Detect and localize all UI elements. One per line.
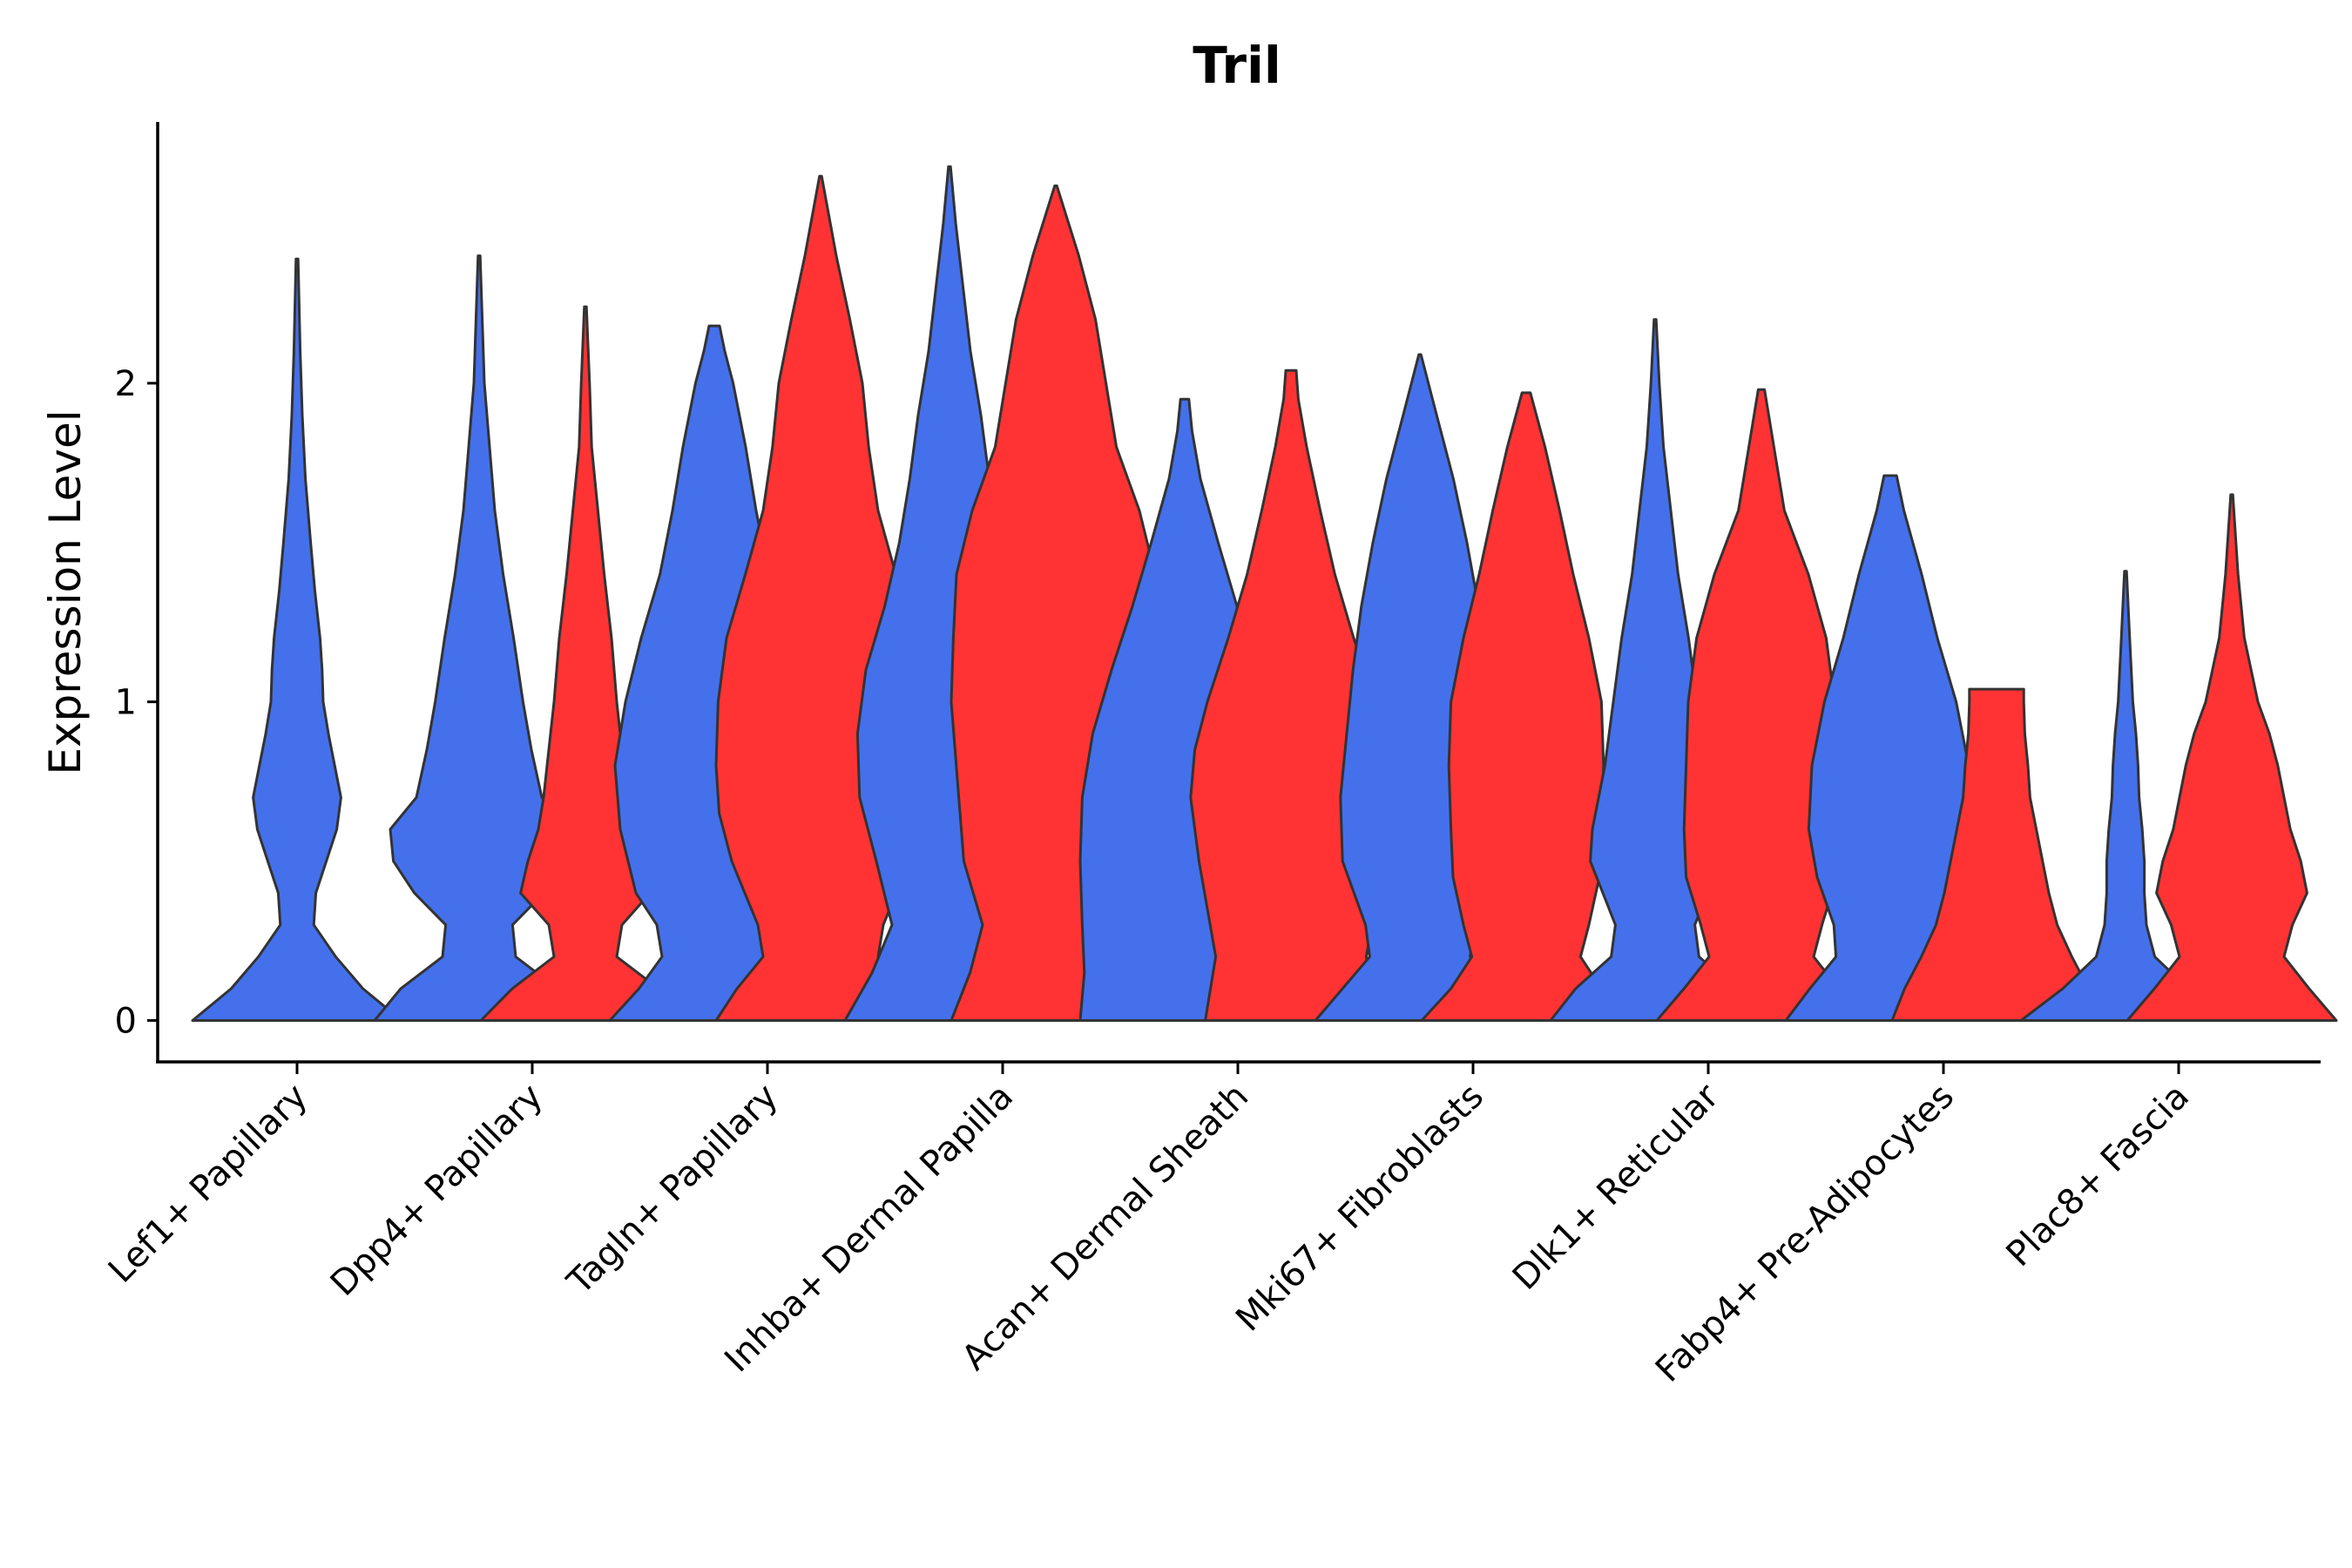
violin-fabp4-pre-adipocytes-group-2 bbox=[1890, 687, 2103, 1022]
violin-plac8-fascia-group-2 bbox=[2126, 493, 2338, 1022]
y-tick-label: 2 bbox=[115, 364, 137, 404]
y-ticks: 0 1 2 bbox=[115, 364, 158, 1041]
x-ticks: Lef1+ Papillary Dpp4+ Papillary Tagln+ Pap… bbox=[101, 1062, 2197, 1390]
y-tick-label: 1 bbox=[115, 683, 137, 723]
x-tick-label: Lef1+ Papillary bbox=[101, 1077, 315, 1291]
x-tick-label: Dlk1+ Reticular bbox=[1505, 1076, 1727, 1298]
chart-title: Tril bbox=[1193, 36, 1281, 95]
y-tick-label: 0 bbox=[115, 1001, 137, 1041]
x-tick-label: Mki67+ Fibroblasts bbox=[1228, 1077, 1491, 1340]
violin-plac8-fascia-group-1 bbox=[2019, 570, 2232, 1022]
x-tick-label: Tagln+ Papillary bbox=[559, 1077, 786, 1303]
x-tick-label: Plac8+ Fascia bbox=[1999, 1077, 2198, 1275]
violin-lef1-papillary-group-1 bbox=[191, 257, 403, 1022]
y-axis-label: Expression Level bbox=[40, 409, 91, 774]
violin-layer bbox=[191, 165, 2338, 1022]
x-tick-label: Dpp4+ Papillary bbox=[323, 1077, 551, 1304]
